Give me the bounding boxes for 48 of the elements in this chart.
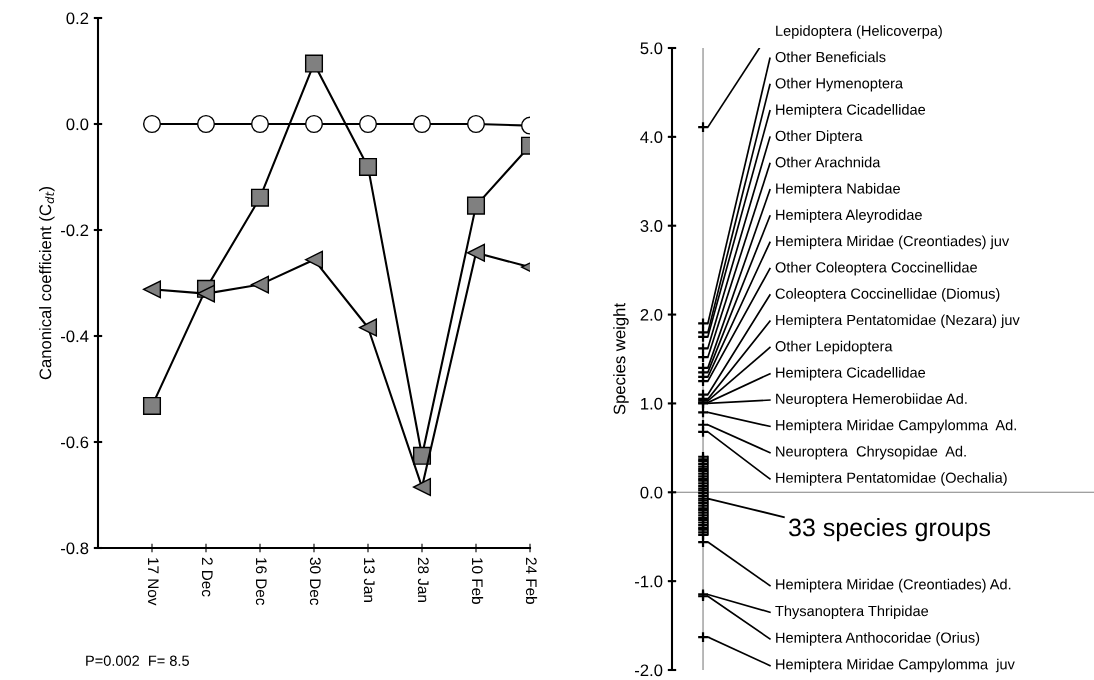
annotation: Hemiptera Aleyrodidae [776,209,922,223]
annotation: Coleoptera Coccinellidae (Diomus) [775,288,1000,302]
x-tick-label: 28 Jan [417,557,429,602]
x-tick-label: 2 Dec [201,557,213,597]
annotation: Other Coleoptera Coccinellidae [775,261,977,276]
annotation: Hemiptera Cicadellidae [776,366,926,381]
annotation: Hemiptera Nabidae [776,182,900,197]
annotation: Other Beneficials [775,51,886,63]
x-tick-label: 17 Nov [147,558,159,606]
y-tick-label: -0.4 [61,330,89,343]
x-tick-label: 10 Feb [471,558,484,604]
annotation: Other Hymenoptera [775,77,904,92]
x-tick-label: 30 Dec [309,557,321,606]
annotation: Hemiptera Miridae Campylomma Ad. [776,419,1016,434]
x-tick-label: 16 Dec [255,558,267,606]
annotation: Hemiptera Cicadellidae [776,104,926,118]
y-tick-label: -0.6 [61,436,89,449]
y-tick-label: 0.0 [640,486,663,499]
annotation: Hemiptera Miridae (Creontiades) juv [776,235,1010,250]
y-tick-label: -0.2 [61,224,89,237]
annotation: Other Lepidoptera [775,340,893,355]
annotation: Other Arachnida [775,156,881,168]
y-tick-label: -2.0 [635,664,663,677]
y-axis-title: Canonical coefficient (C$_{dt}$) [39,186,55,380]
y-tick-label: 1.0 [641,397,663,410]
annotation: Hemiptera Anthocoridae (Orius) [776,632,980,646]
annotation: Neuroptera Chrysopidae Ad. [776,445,966,460]
annotation: 33 species groups [789,517,991,542]
x-tick-label: 24 Feb [525,557,538,604]
y-tick-label: 4.0 [640,131,663,144]
y-tick-label: 0.2 [66,12,89,25]
annotation: Other Diptera [775,130,863,144]
y-tick-label: -1.0 [635,575,663,588]
annotation: Hemiptera Miridae Campylomma juv [776,658,1015,673]
annotation: Neuroptera Hemerobiidae Ad. [776,393,967,407]
x-tick-label: 13 Jan [363,558,375,602]
y-tick-label: 2.0 [640,308,663,321]
y-tick-label: 0.0 [66,118,89,131]
annotation: Hemiptera Pentatomidae (Oechalia) [776,472,1007,486]
y-tick-label: 3.0 [640,220,663,232]
y-tick-label: 5.0 [640,42,663,55]
text: P=0.002 F= 8.5 [86,655,189,666]
annotation: Hemiptera Miridae (Creontiades) Ad. [776,578,1011,593]
annotation: Hemiptera Pentatomidae (Nezara) juv [776,314,1020,329]
annotation: Thysanoptera Thripidae [775,605,929,620]
y-tick-label: -0.8 [61,542,89,555]
y-axis-title: Species weight [613,303,629,415]
text: Lepidoptera (Helicoverpa) [776,25,942,39]
